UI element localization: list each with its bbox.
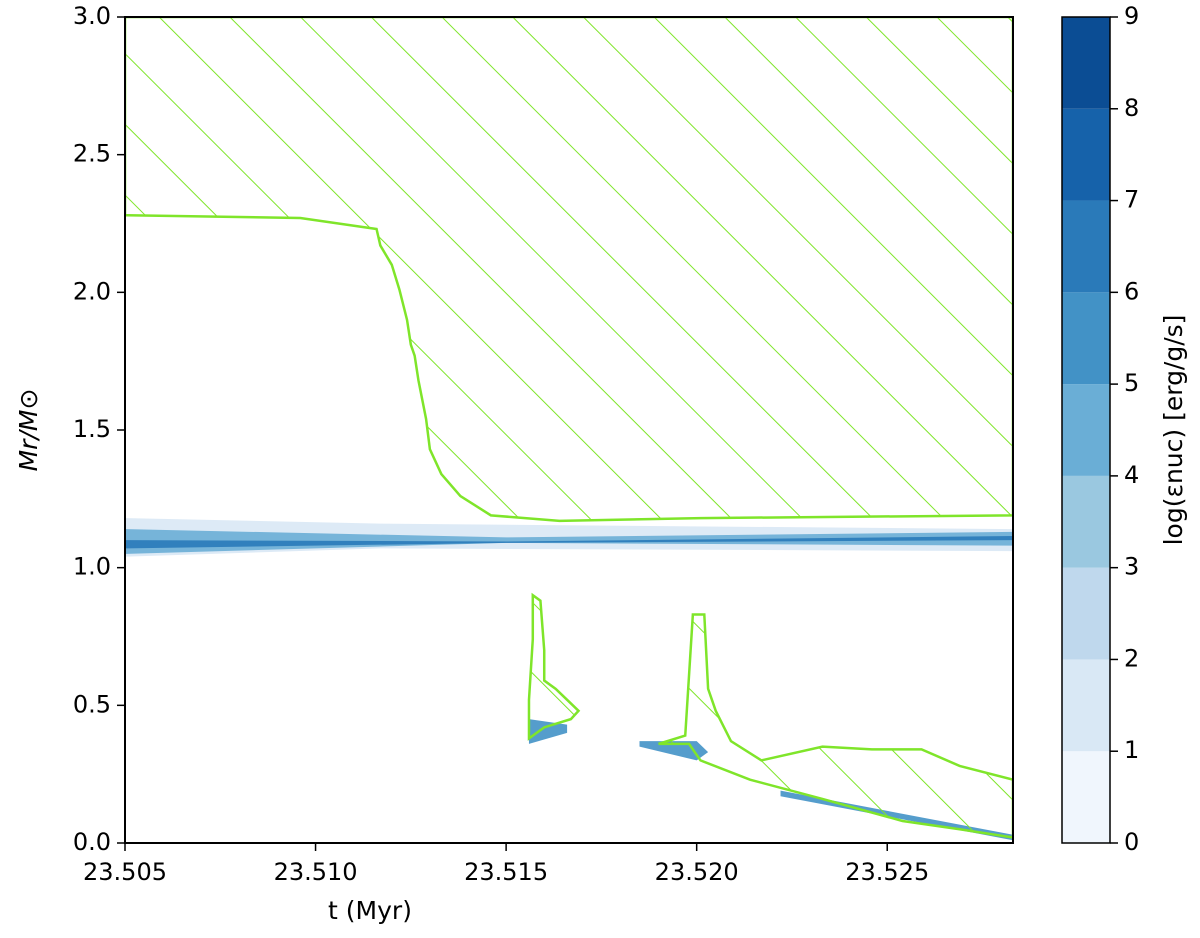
- x-tick-label: 23.520: [655, 858, 739, 886]
- colorbar-tick-label: 4: [1124, 461, 1139, 489]
- y-tick-label: 3.0: [73, 2, 111, 30]
- colorbar-tick-label: 0: [1124, 828, 1139, 856]
- colorbar-bin: [1062, 200, 1110, 293]
- y-axis-label: Mr/M⊙: [14, 389, 43, 472]
- y-tick-label: 1.5: [73, 415, 111, 443]
- colorbar-tick-label: 8: [1124, 94, 1139, 122]
- convective-zone: [125, 17, 1013, 523]
- colorbar-frame: [1061, 16, 1111, 844]
- y-tick-label: 0.0: [73, 828, 111, 856]
- colorbar-bin: [1062, 384, 1110, 476]
- colorbar-tick-label: 2: [1124, 644, 1139, 672]
- x-axis-label: t (Myr): [328, 896, 412, 925]
- colorbar-tick-label: 7: [1124, 186, 1139, 214]
- colorbar-tick-label: 9: [1124, 2, 1139, 30]
- y-tick-label: 0.5: [73, 690, 111, 718]
- colorbar-tick-label: 5: [1124, 369, 1139, 397]
- colorbar-bin: [1062, 567, 1110, 660]
- burning-zone: [125, 536, 1013, 549]
- y-tick-label: 2.5: [73, 140, 111, 168]
- colorbar-tick-label: 1: [1124, 736, 1139, 764]
- x-tick-label: 23.515: [464, 858, 548, 886]
- colorbar-tick-label: 3: [1124, 553, 1139, 581]
- colorbar-bin: [1062, 17, 1110, 109]
- colorbar-bin: [1062, 108, 1110, 201]
- colorbar-bin: [1062, 659, 1110, 752]
- convective-zone: [527, 592, 581, 741]
- x-tick-label: 23.510: [274, 858, 358, 886]
- colorbar-tick-label: 6: [1124, 277, 1139, 305]
- x-tick-label: 23.525: [845, 858, 929, 886]
- colorbar-bin: [1062, 475, 1110, 568]
- x-tick-label: 23.505: [83, 858, 167, 886]
- y-tick-label: 2.0: [73, 277, 111, 305]
- colorbar-bin: [1062, 751, 1110, 843]
- colorbar-bin: [1062, 292, 1110, 385]
- colorbar-label: log(εnuc) [erg/g/s]: [1159, 315, 1188, 546]
- convective-zone: [658, 613, 1013, 839]
- y-tick-label: 1.0: [73, 553, 111, 581]
